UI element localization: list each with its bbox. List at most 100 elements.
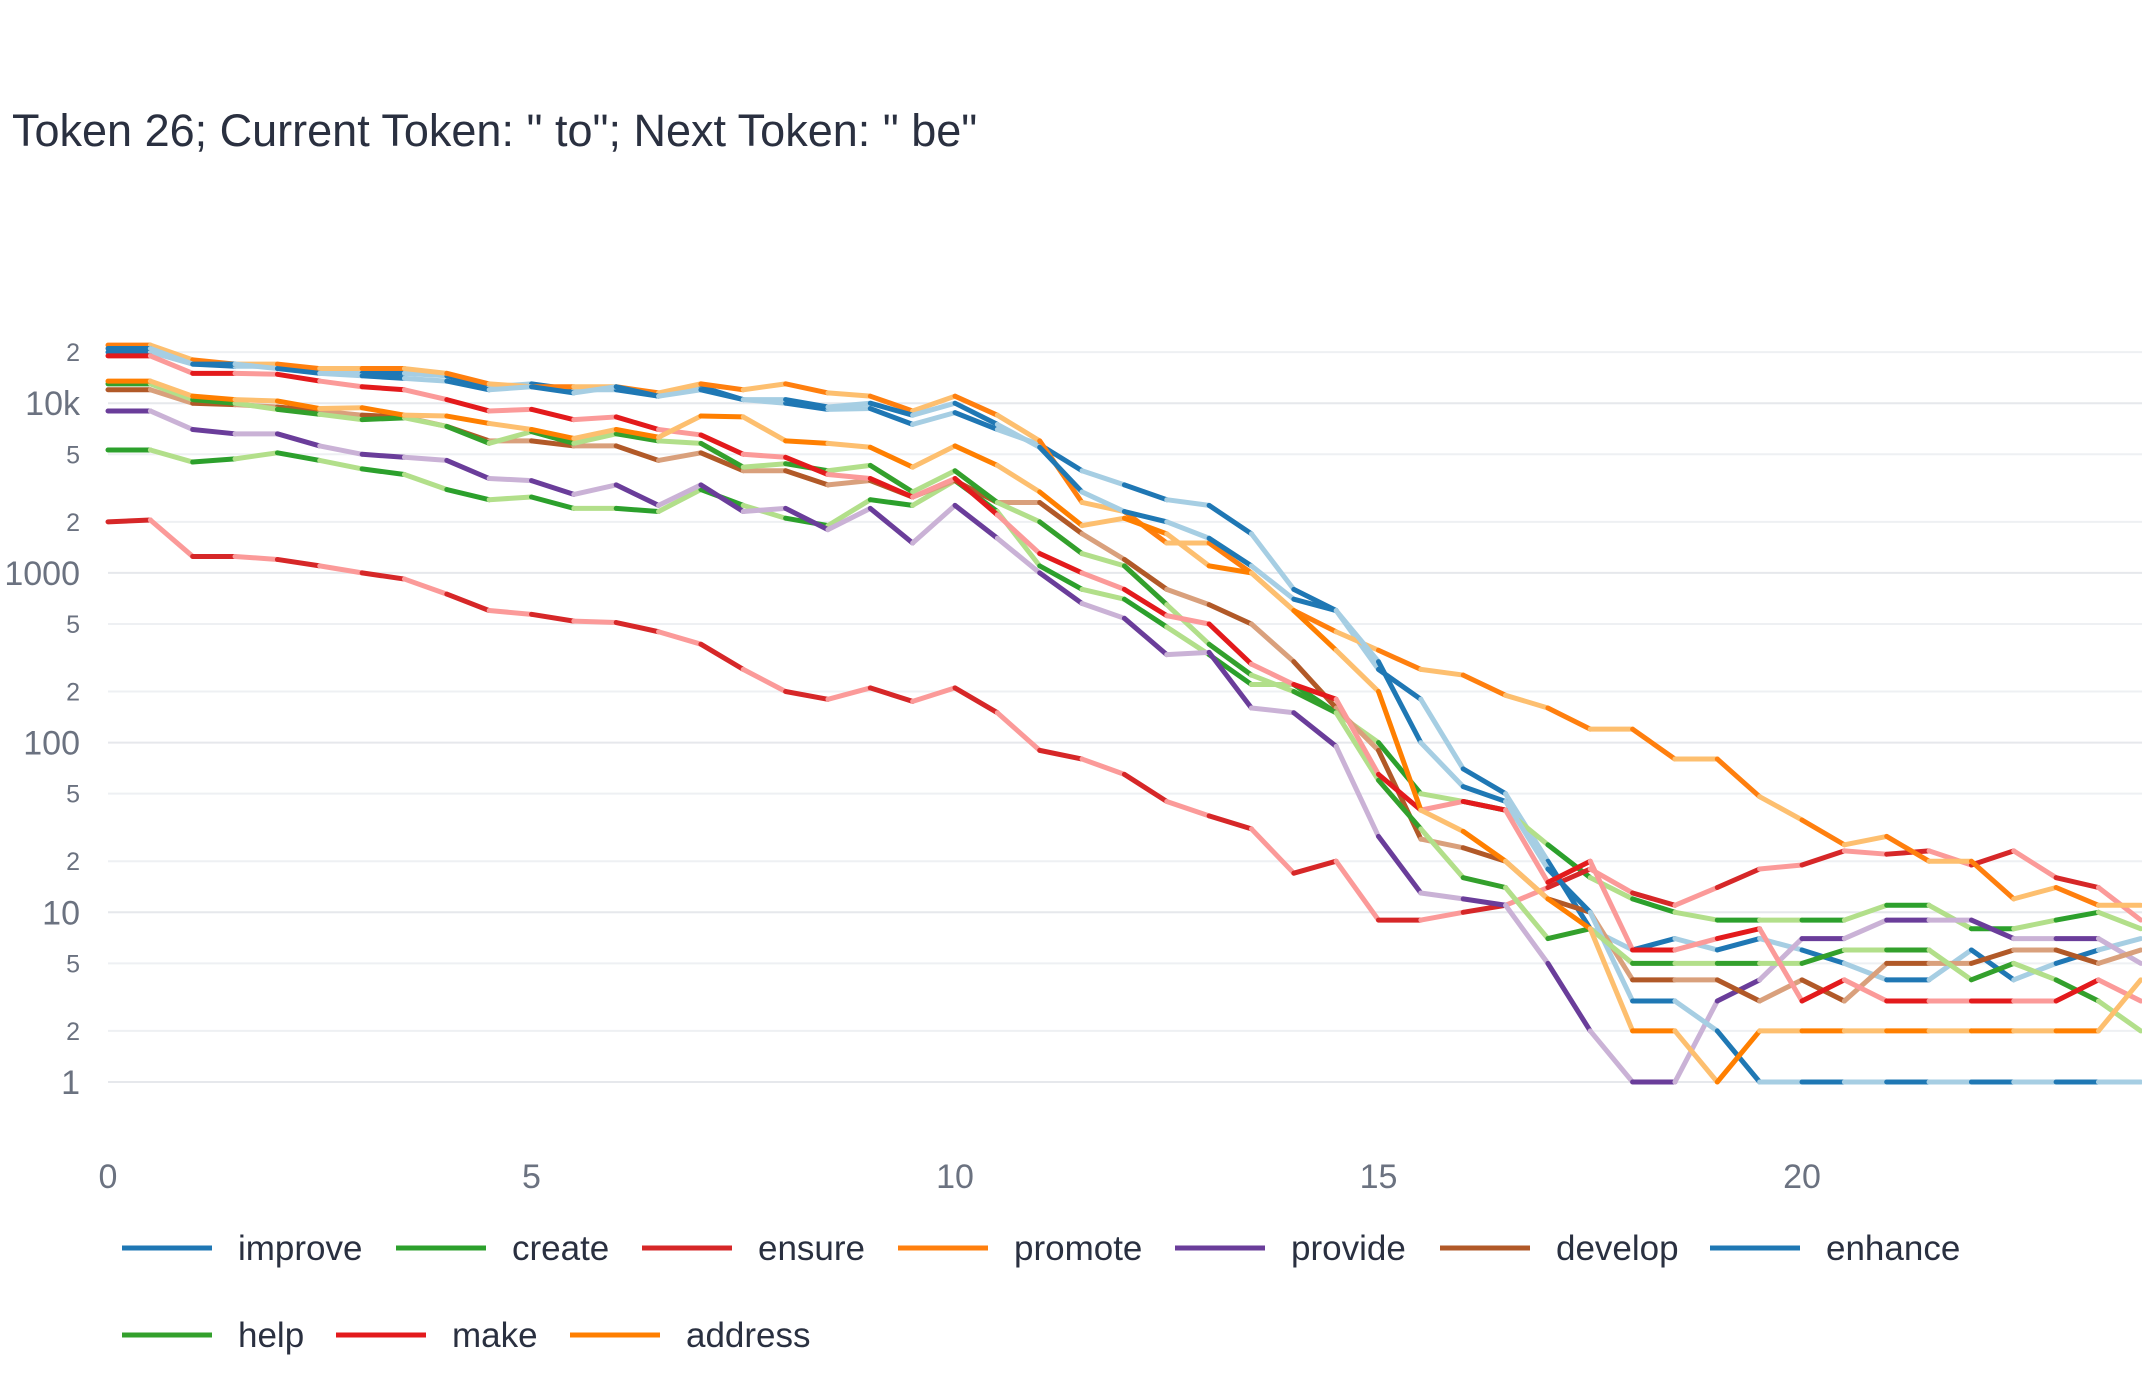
series-segment <box>1418 696 1466 772</box>
y-tick-label: 100 <box>23 725 80 763</box>
y-tick-minor-label: 5 <box>66 611 80 639</box>
series-segment <box>274 361 323 372</box>
y-tick-label: 10 <box>42 894 80 932</box>
series-segment <box>1503 692 1551 711</box>
series-segment <box>1206 563 1254 576</box>
series-segment <box>190 426 238 437</box>
series-segment <box>1291 596 1339 614</box>
series-segment <box>1206 535 1254 569</box>
series-segment <box>952 400 1000 427</box>
series-segment <box>656 482 704 508</box>
series-segment <box>571 618 619 626</box>
series-segment <box>317 370 365 379</box>
series-segment <box>1121 615 1170 658</box>
series-segment <box>613 505 662 515</box>
series-segment <box>401 415 450 429</box>
series-segment <box>1503 858 1551 902</box>
series-segment <box>2095 936 2142 966</box>
series-segment <box>1418 890 1466 902</box>
series-segment <box>1968 848 2017 868</box>
series-segment <box>867 462 916 495</box>
series-segment <box>1714 936 1763 953</box>
series-segment <box>952 443 1000 468</box>
series-segment <box>232 397 280 404</box>
series-address <box>105 378 2142 1085</box>
legend-label: enhance <box>1826 1229 1960 1268</box>
series-segment <box>1206 502 1254 537</box>
series-segment <box>825 406 873 412</box>
series-segment <box>1587 926 1636 966</box>
series-segment <box>867 497 916 508</box>
series-segment <box>274 431 323 449</box>
series-segment <box>740 461 789 470</box>
series-segment <box>910 443 958 470</box>
series-segment <box>952 685 1000 716</box>
y-tick-label: 1000 <box>4 555 80 593</box>
series-segment <box>698 413 746 420</box>
series-segment <box>1503 902 1551 966</box>
series-segment <box>1968 858 2017 902</box>
series-segment <box>867 505 916 546</box>
y-tick-minor-label: 2 <box>66 509 80 537</box>
series-segment <box>656 426 704 438</box>
series-segment <box>2011 885 2059 902</box>
series-segment <box>486 475 534 484</box>
series-segment <box>1968 960 2017 983</box>
series-segment <box>147 408 196 432</box>
series-segment <box>1460 896 1509 908</box>
series-segment <box>656 413 704 440</box>
series-segment <box>1672 885 1720 908</box>
series-segment <box>952 468 1000 505</box>
series-segment <box>1757 862 1805 872</box>
series-segment <box>1714 977 1763 1004</box>
series-segment <box>147 342 196 363</box>
series-segment <box>1376 689 1424 813</box>
series-segment <box>1714 926 1763 942</box>
series-segment <box>1884 848 1932 857</box>
series-segment <box>613 384 662 399</box>
series-segment <box>1121 482 1170 503</box>
series-segment <box>486 384 534 393</box>
legend-label: improve <box>238 1229 362 1268</box>
series-segment <box>613 482 662 508</box>
series-segment <box>1037 519 1085 557</box>
series-segment <box>444 413 492 426</box>
series-segment <box>698 432 746 457</box>
series-segment <box>1333 608 1381 665</box>
series-segment <box>1460 784 1509 804</box>
series-segment <box>1714 866 1763 891</box>
series-segment <box>529 429 577 446</box>
series-promote <box>105 342 2142 908</box>
series-segment <box>1164 624 1212 658</box>
series-segment <box>1545 896 1593 932</box>
series-segment <box>1418 826 1466 881</box>
series-segment <box>867 475 916 500</box>
series-segment <box>1545 858 1593 932</box>
x-tick-label: 20 <box>1783 1158 1821 1196</box>
series-segment <box>2095 947 2142 966</box>
series-segment <box>1291 608 1339 653</box>
series-segment <box>1079 586 1127 602</box>
series-segment <box>147 387 196 406</box>
series-segment <box>1164 497 1212 508</box>
series-segment <box>529 494 577 511</box>
series-segment <box>1079 570 1127 592</box>
legend-item-make: make <box>336 1316 538 1355</box>
series-segment <box>1841 977 1890 1004</box>
series-segment <box>910 502 958 546</box>
series-segment <box>1164 602 1212 647</box>
series-segment <box>1799 817 1847 848</box>
y-tick-minor-label: 5 <box>66 781 80 809</box>
series-segment <box>783 468 831 488</box>
series-segment <box>910 685 958 704</box>
series-segment <box>1376 647 1424 672</box>
series-segment <box>1460 672 1509 698</box>
series-segment <box>952 475 1000 518</box>
series-segment <box>825 462 873 474</box>
series-segment <box>105 517 153 525</box>
legend: improve create ensure promote provide develop… <box>122 1229 1960 1355</box>
series-segment <box>910 410 958 427</box>
series-segment <box>1460 766 1509 797</box>
series-segment <box>1037 489 1085 529</box>
series-segment <box>656 438 704 446</box>
